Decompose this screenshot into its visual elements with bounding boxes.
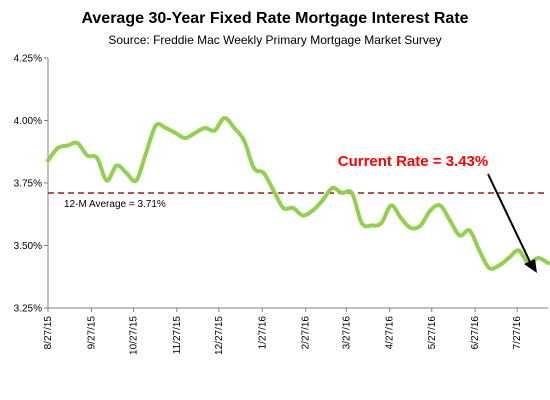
y-tick-label: 3.25%: [14, 304, 42, 315]
data-point: [95, 156, 100, 160]
x-tick-label: 11/27/15: [172, 316, 183, 355]
data-point: [222, 116, 227, 120]
data-point: [183, 136, 188, 140]
data-point: [261, 171, 266, 175]
data-point: [467, 228, 472, 233]
data-point: [438, 203, 443, 208]
data-point: [536, 256, 541, 260]
data-point: [202, 126, 207, 130]
data-point: [457, 233, 462, 238]
data-point: [114, 163, 119, 168]
x-tick-label: 2/27/16: [301, 316, 312, 350]
data-point: [212, 128, 217, 133]
x-tick-label: 9/27/15: [86, 316, 97, 350]
x-tick-label: 10/27/15: [128, 316, 139, 355]
data-point: [487, 266, 492, 270]
data-point: [359, 221, 364, 225]
data-point: [65, 143, 70, 148]
data-point: [516, 248, 521, 253]
y-tick-label: 3.50%: [14, 241, 42, 252]
data-point: [242, 138, 247, 143]
data-point: [310, 208, 315, 213]
data-point: [124, 171, 129, 175]
data-point: [428, 208, 433, 213]
data-point: [418, 223, 423, 228]
data-point: [75, 141, 80, 145]
annotation-arrow-shaft: [487, 173, 531, 263]
series-line: [46, 116, 550, 271]
y-tick-label: 3.75%: [14, 179, 42, 190]
data-point: [281, 206, 286, 210]
data-point: [251, 166, 256, 170]
data-point: [398, 216, 403, 220]
chart-subtitle: Source: Freddie Mac Weekly Primary Mortg…: [108, 33, 441, 47]
data-point: [408, 226, 413, 230]
annotation-arrow-head: [524, 259, 537, 273]
series-points: [46, 116, 550, 270]
data-point: [271, 188, 276, 193]
x-tick-label: 12/27/15: [214, 316, 225, 355]
data-point: [340, 191, 345, 195]
y-tick-label: 4.25%: [14, 54, 42, 65]
data-point: [163, 126, 168, 130]
data-point: [55, 146, 60, 150]
current-rate-annotation: Current Rate = 3.43%: [338, 153, 488, 170]
x-tick-label: 3/27/16: [341, 316, 352, 350]
data-point: [144, 151, 149, 155]
data-point: [349, 191, 354, 195]
data-point: [85, 153, 90, 158]
data-point: [300, 213, 305, 218]
x-axis-ticks: 8/27/15 9/27/15 10/27/15 11/27/15 12/27/15 1/…: [43, 308, 523, 355]
data-point: [46, 158, 50, 163]
data-point: [134, 178, 139, 183]
x-tick-label: 1/27/16: [257, 316, 268, 350]
chart-title: Average 30-Year Fixed Rate Mortgage Inte…: [81, 10, 468, 27]
data-point: [389, 203, 394, 208]
average-reference-label: 12-M Average = 3.71%: [64, 199, 166, 210]
data-point: [546, 261, 550, 265]
data-point: [447, 218, 452, 223]
data-point: [104, 178, 109, 183]
y-axis-ticks: 3.25% 3.50% 3.75% 4.00% 4.25%: [14, 54, 48, 315]
data-point: [193, 131, 198, 135]
y-tick-label: 4.00%: [14, 116, 42, 127]
x-tick-label: 6/27/16: [470, 316, 481, 350]
data-point: [232, 126, 237, 130]
x-tick-label: 5/27/16: [427, 316, 438, 350]
data-point: [173, 131, 178, 135]
data-point: [379, 221, 384, 225]
data-point: [320, 198, 325, 203]
x-tick-label: 4/27/16: [385, 316, 396, 350]
data-point: [330, 186, 335, 190]
data-point: [496, 263, 501, 268]
x-tick-label: 7/27/16: [512, 316, 523, 350]
x-tick-label: 8/27/15: [43, 316, 54, 350]
data-point: [477, 248, 482, 253]
data-point: [506, 256, 511, 260]
data-point: [369, 223, 374, 228]
data-point: [291, 206, 296, 210]
data-point: [153, 123, 158, 128]
